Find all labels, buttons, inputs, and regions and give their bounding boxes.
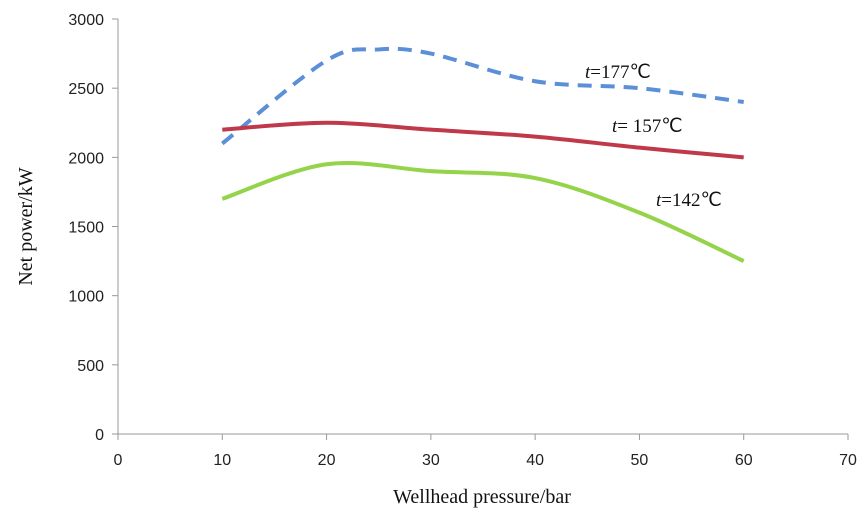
data-point xyxy=(377,47,381,51)
y-tick-label: 1000 xyxy=(68,289,104,306)
data-point xyxy=(742,100,746,104)
data-point xyxy=(429,169,433,173)
data-point xyxy=(637,211,641,215)
data-point xyxy=(325,121,329,125)
x-tick-label: 20 xyxy=(318,452,336,469)
data-point xyxy=(742,155,746,159)
series-line xyxy=(221,46,744,146)
series-label: t=142℃ xyxy=(656,190,722,211)
series-points xyxy=(220,162,745,263)
data-point xyxy=(325,59,329,63)
x-tick-label: 50 xyxy=(631,452,649,469)
x-tick-label: 70 xyxy=(839,452,857,469)
y-axis-ticks: 0 500 1000 1500 2000 2500 3000 xyxy=(68,12,118,444)
data-point xyxy=(637,146,641,150)
y-tick-label: 2000 xyxy=(68,150,104,167)
x-tick-label: 10 xyxy=(213,452,231,469)
series-line xyxy=(222,120,744,160)
data-point xyxy=(429,128,433,132)
x-axis-title: Wellhead pressure/bar xyxy=(393,486,571,508)
data-point xyxy=(220,128,224,132)
axes: 0 10 20 30 40 50 60 70 0 500 1000 1500 2000 2500 3000 xyxy=(68,12,857,469)
y-tick-label: 0 xyxy=(95,427,104,444)
series-label: t= 157℃ xyxy=(612,116,683,137)
plot-area xyxy=(220,46,746,263)
y-axis-title: Net power/kW xyxy=(15,167,37,285)
y-tick-label: 2500 xyxy=(68,81,104,98)
x-tick-label: 0 xyxy=(114,452,123,469)
data-point xyxy=(533,79,537,83)
x-tick-label: 40 xyxy=(526,452,544,469)
data-point xyxy=(533,135,537,139)
series-label: t=177℃ xyxy=(585,62,651,83)
data-point xyxy=(429,52,433,56)
x-tick-label: 60 xyxy=(735,452,753,469)
y-tick-label: 1500 xyxy=(68,220,104,237)
series-line xyxy=(221,160,745,263)
y-tick-label: 3000 xyxy=(68,12,104,29)
data-point xyxy=(325,162,329,166)
data-point xyxy=(742,259,746,263)
x-axis-ticks: 0 10 20 30 40 50 60 70 xyxy=(114,434,857,469)
data-point xyxy=(220,197,224,201)
y-tick-label: 500 xyxy=(77,358,104,375)
series-labels: t=177℃ t= 157℃ t=142℃ xyxy=(585,62,722,211)
data-point xyxy=(637,86,641,90)
x-tick-label: 30 xyxy=(422,452,440,469)
data-point xyxy=(220,142,224,146)
data-point xyxy=(533,176,537,180)
